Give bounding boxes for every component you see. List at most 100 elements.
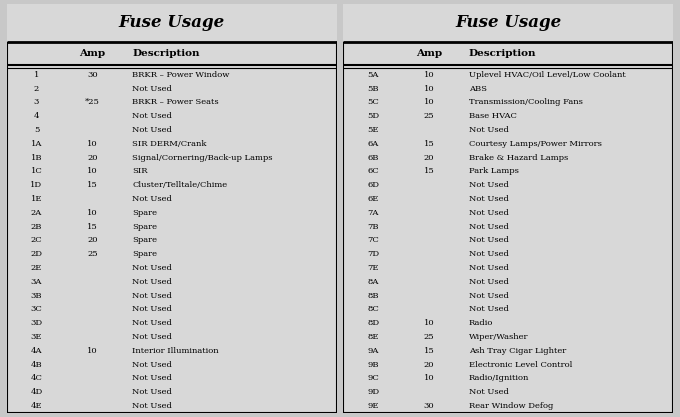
Text: 4C: 4C	[31, 374, 42, 382]
Text: Radio: Radio	[469, 319, 493, 327]
Text: *25: *25	[85, 98, 100, 106]
Text: BRKR – Power Window: BRKR – Power Window	[132, 71, 229, 79]
Text: 7A: 7A	[367, 209, 379, 217]
Text: 20: 20	[424, 153, 435, 162]
Text: 2D: 2D	[31, 250, 42, 258]
Text: 5E: 5E	[367, 126, 379, 134]
Text: 6D: 6D	[367, 181, 379, 189]
Text: 2B: 2B	[31, 223, 42, 231]
Text: Not Used: Not Used	[469, 126, 509, 134]
Text: Not Used: Not Used	[469, 305, 509, 313]
Text: SIR: SIR	[132, 167, 148, 176]
Text: Spare: Spare	[132, 250, 157, 258]
Text: Not Used: Not Used	[469, 278, 509, 286]
Text: 10: 10	[424, 374, 435, 382]
Text: 3: 3	[34, 98, 39, 106]
Text: 10: 10	[87, 140, 98, 148]
Text: Not Used: Not Used	[132, 85, 172, 93]
Text: Electronic Level Control: Electronic Level Control	[469, 361, 572, 369]
Text: Not Used: Not Used	[469, 264, 509, 272]
Text: 4A: 4A	[31, 347, 42, 355]
Text: 10: 10	[87, 167, 98, 176]
Text: Amp: Amp	[416, 49, 442, 58]
Text: Not Used: Not Used	[132, 278, 172, 286]
Text: 3B: 3B	[31, 291, 42, 299]
Text: 5C: 5C	[367, 98, 379, 106]
Text: 3C: 3C	[31, 305, 42, 313]
Text: 25: 25	[424, 333, 435, 341]
Text: 15: 15	[424, 347, 435, 355]
Text: 15: 15	[87, 181, 98, 189]
Text: 10: 10	[87, 209, 98, 217]
Text: 4: 4	[34, 112, 39, 120]
Text: 7E: 7E	[367, 264, 379, 272]
Text: 1B: 1B	[31, 153, 42, 162]
Text: Amp: Amp	[80, 49, 105, 58]
Text: 1A: 1A	[31, 140, 42, 148]
Text: 3A: 3A	[31, 278, 42, 286]
Text: 3E: 3E	[31, 333, 42, 341]
Text: Not Used: Not Used	[469, 209, 509, 217]
Text: Not Used: Not Used	[132, 112, 172, 120]
Text: 7D: 7D	[367, 250, 379, 258]
Text: Spare: Spare	[132, 209, 157, 217]
Text: Rear Window Defog: Rear Window Defog	[469, 402, 553, 410]
Text: Not Used: Not Used	[469, 236, 509, 244]
Text: Park Lamps: Park Lamps	[469, 167, 519, 176]
Text: 9E: 9E	[367, 402, 379, 410]
Text: Brake & Hazard Lamps: Brake & Hazard Lamps	[469, 153, 568, 162]
Text: Cluster/Telltale/Chime: Cluster/Telltale/Chime	[132, 181, 227, 189]
Text: 2: 2	[34, 85, 39, 93]
Text: Ash Tray Cigar Lighter: Ash Tray Cigar Lighter	[469, 347, 566, 355]
Text: 2E: 2E	[31, 264, 42, 272]
Text: Uplevel HVAC/Oil Level/Low Coolant: Uplevel HVAC/Oil Level/Low Coolant	[469, 71, 626, 79]
Text: 5B: 5B	[367, 85, 379, 93]
Text: Not Used: Not Used	[469, 195, 509, 203]
Text: Not Used: Not Used	[132, 195, 172, 203]
Text: 30: 30	[424, 402, 435, 410]
Text: Not Used: Not Used	[132, 388, 172, 396]
Text: Not Used: Not Used	[469, 250, 509, 258]
Text: 7C: 7C	[367, 236, 379, 244]
Text: Description: Description	[132, 49, 200, 58]
Text: 5D: 5D	[367, 112, 379, 120]
Text: 8C: 8C	[367, 305, 379, 313]
Text: Not Used: Not Used	[469, 181, 509, 189]
Text: 6B: 6B	[367, 153, 379, 162]
Text: 3D: 3D	[31, 319, 43, 327]
Text: 30: 30	[87, 71, 98, 79]
Text: Not Used: Not Used	[469, 388, 509, 396]
Text: Not Used: Not Used	[132, 374, 172, 382]
Bar	[7, 4, 337, 42]
Text: 20: 20	[87, 236, 98, 244]
Text: 10: 10	[424, 98, 435, 106]
Text: 1D: 1D	[31, 181, 43, 189]
Text: 6A: 6A	[367, 140, 379, 148]
Text: Courtesy Lamps/Power Mirrors: Courtesy Lamps/Power Mirrors	[469, 140, 602, 148]
Text: 1: 1	[34, 71, 39, 79]
Text: Not Used: Not Used	[132, 361, 172, 369]
Text: 10: 10	[424, 319, 435, 327]
Text: Fuse Usage: Fuse Usage	[455, 15, 562, 31]
Text: Spare: Spare	[132, 236, 157, 244]
Text: 4E: 4E	[31, 402, 42, 410]
Text: 9D: 9D	[367, 388, 379, 396]
Text: 8E: 8E	[367, 333, 379, 341]
Bar	[343, 4, 673, 42]
Text: 8B: 8B	[367, 291, 379, 299]
Text: Not Used: Not Used	[132, 264, 172, 272]
Text: 8A: 8A	[367, 278, 379, 286]
Text: 8D: 8D	[367, 319, 379, 327]
Text: 15: 15	[424, 167, 435, 176]
Text: 10: 10	[87, 347, 98, 355]
Text: 2C: 2C	[31, 236, 42, 244]
Text: Fuse Usage: Fuse Usage	[118, 15, 225, 31]
Text: Base HVAC: Base HVAC	[469, 112, 517, 120]
Text: Not Used: Not Used	[132, 333, 172, 341]
Text: Not Used: Not Used	[132, 305, 172, 313]
Text: Wiper/Washer: Wiper/Washer	[469, 333, 528, 341]
Text: SIR DERM/Crank: SIR DERM/Crank	[132, 140, 207, 148]
Text: 6C: 6C	[367, 167, 379, 176]
Text: 25: 25	[424, 112, 435, 120]
Text: 5A: 5A	[367, 71, 379, 79]
